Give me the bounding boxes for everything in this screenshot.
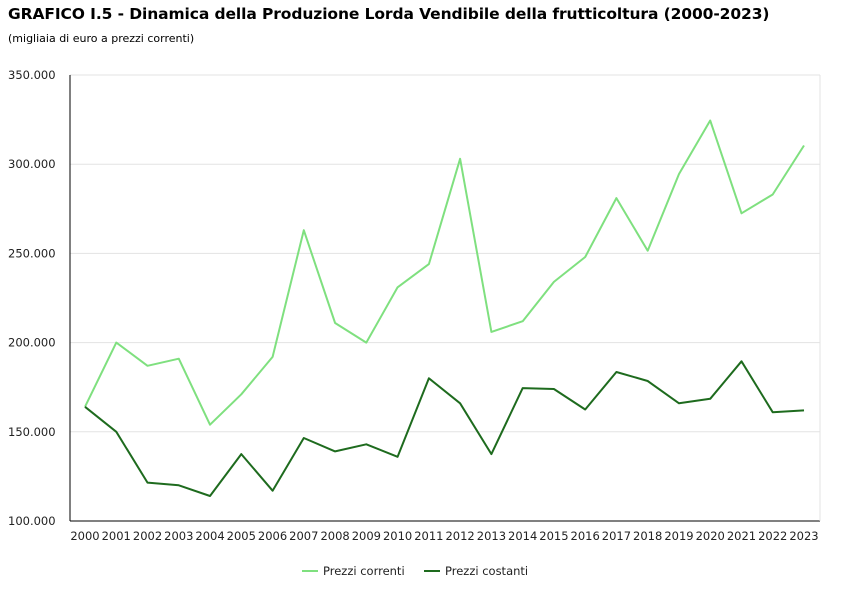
x-tick-label: 2013 (477, 529, 506, 543)
series-line-prezzi-costanti (84, 360, 805, 497)
series-line-prezzi-correnti (84, 119, 805, 426)
x-tick-label: 2014 (508, 529, 537, 543)
x-tick-label: 2023 (789, 529, 818, 543)
x-tick-label: 2012 (445, 529, 474, 543)
x-tick-label: 2000 (70, 529, 99, 543)
x-tick-label: 2006 (258, 529, 287, 543)
chart-title: GRAFICO I.5 - Dinamica della Produzione … (8, 5, 770, 23)
x-tick-label: 2008 (320, 529, 349, 543)
x-tick-label: 2010 (383, 529, 412, 543)
x-tick-label: 2017 (602, 529, 631, 543)
y-tick-label: 150.000 (8, 425, 56, 439)
legend-label-prezzi-costanti: Prezzi costanti (445, 564, 528, 578)
x-tick-label: 2002 (133, 529, 162, 543)
y-tick-label: 350.000 (8, 68, 56, 82)
x-tick-label: 2021 (727, 529, 756, 543)
legend-label-prezzi-correnti: Prezzi correnti (323, 564, 405, 578)
x-tick-label: 2018 (633, 529, 662, 543)
y-tick-label: 100.000 (8, 514, 56, 528)
y-tick-label: 250.000 (8, 246, 56, 260)
x-tick-label: 2019 (664, 529, 693, 543)
x-tick-label: 2004 (195, 529, 224, 543)
x-tick-label: 2009 (352, 529, 381, 543)
x-tick-label: 2016 (571, 529, 600, 543)
x-tick-label: 2003 (164, 529, 193, 543)
chart-subtitle: (migliaia di euro a prezzi correnti) (8, 32, 195, 45)
x-tick-label: 2022 (758, 529, 787, 543)
y-tick-label: 200.000 (8, 336, 56, 350)
x-tick-label: 2015 (539, 529, 568, 543)
y-tick-label: 300.000 (8, 157, 56, 171)
x-tick-label: 2005 (227, 529, 256, 543)
x-tick-label: 2020 (696, 529, 725, 543)
x-tick-label: 2001 (102, 529, 131, 543)
x-tick-label: 2011 (414, 529, 443, 543)
x-tick-label: 2007 (289, 529, 318, 543)
